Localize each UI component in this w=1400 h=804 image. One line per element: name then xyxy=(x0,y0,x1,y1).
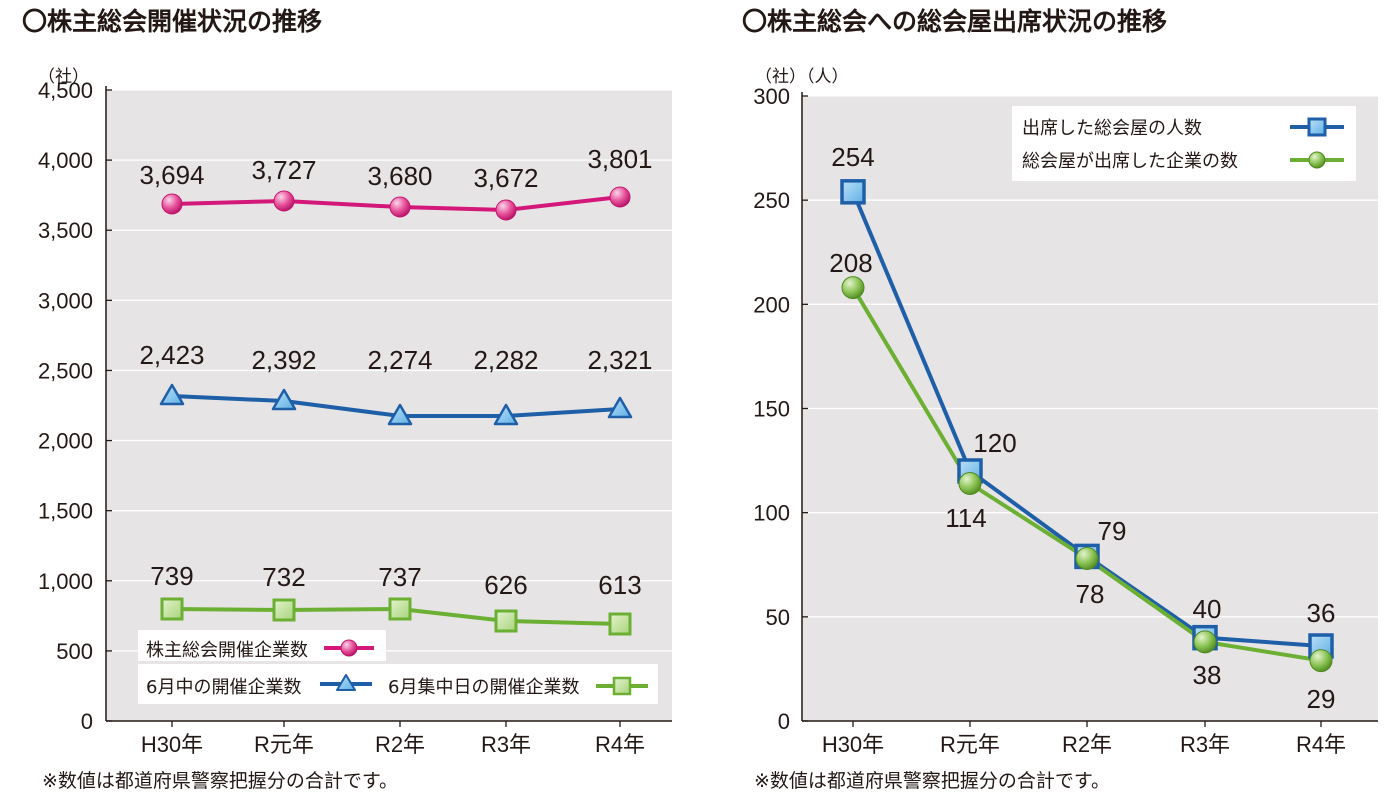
left-data-label: 613 xyxy=(598,570,641,600)
left-y-unit: （社） xyxy=(38,67,89,87)
left-y-tick-label: 4,500 xyxy=(38,78,93,103)
right-y-tick-label: 150 xyxy=(753,397,790,422)
left-x-tick-label: R3年 xyxy=(481,732,531,757)
right-x-tick-label: H30年 xyxy=(822,732,884,757)
right-y-tick-label: 300 xyxy=(753,84,790,109)
right-point-circle xyxy=(1193,630,1217,654)
left-data-label: 2,392 xyxy=(251,345,316,375)
right-y-unit: （社）（人） xyxy=(755,67,849,87)
left-point-circle xyxy=(389,196,411,218)
right-x-tick-label: R3年 xyxy=(1180,732,1230,757)
left-point-triangle xyxy=(159,383,185,406)
right-data-label: 79 xyxy=(1098,516,1127,546)
right-data-label: 36 xyxy=(1307,598,1336,628)
right-x-tick-label: R4年 xyxy=(1296,732,1346,757)
right-legend-label: 出席した総会屋の人数 xyxy=(1022,118,1202,139)
left-legend-box-2 xyxy=(138,664,658,704)
left-y-tick-label: 1,000 xyxy=(38,569,93,594)
right-data-label: 29 xyxy=(1307,684,1336,714)
left-point-square xyxy=(388,597,412,621)
right-data-label: 208 xyxy=(829,248,872,278)
left-y-tick-label: 500 xyxy=(56,639,93,664)
left-x-tick-label: R元年 xyxy=(254,732,314,757)
left-legend-label: 6月中の開催企業数 xyxy=(146,677,301,698)
left-data-label: 2,423 xyxy=(139,340,204,370)
left-data-label: 2,321 xyxy=(587,345,652,375)
left-point-circle xyxy=(273,190,295,212)
left-y-tick-label: 4,000 xyxy=(38,148,93,173)
left-legend-label: 株主総会開催企業数 xyxy=(146,640,308,661)
left-point-square xyxy=(608,612,632,636)
right-y-tick-label: 100 xyxy=(753,501,790,526)
left-x-tick-label: R2年 xyxy=(375,732,425,757)
left-point-circle xyxy=(495,199,517,221)
left-data-label: 3,680 xyxy=(367,161,432,191)
left-point-square xyxy=(494,609,518,633)
left-point-triangle xyxy=(387,403,413,426)
right-legend-label: 総会屋が出席した企業の数 xyxy=(1022,151,1238,172)
left-chart-title: 〇株主総会開催状況の推移 xyxy=(22,7,323,36)
left-data-label: 3,672 xyxy=(473,163,538,193)
right-chart-note: ※数値は都道府県警察把握分の合計です。 xyxy=(754,770,1111,792)
left-y-tick-label: 0 xyxy=(81,709,93,734)
right-data-label: 114 xyxy=(945,503,986,533)
left-x-tick-label: H30年 xyxy=(141,732,203,757)
right-data-label: 78 xyxy=(1076,579,1105,609)
left-chart-note: ※数値は都道府県警察把握分の合計です。 xyxy=(42,770,399,792)
left-legend-marker xyxy=(612,676,632,696)
right-legend-marker xyxy=(1307,117,1327,137)
right-y-tick-label: 200 xyxy=(753,292,790,317)
left-data-label: 3,801 xyxy=(587,144,652,174)
right-data-label: 40 xyxy=(1193,594,1222,624)
right-point-square xyxy=(840,179,866,205)
right-legend-marker xyxy=(1308,151,1326,169)
right-point-circle xyxy=(1075,547,1099,570)
right-y-tick-label: 50 xyxy=(766,605,790,630)
left-point-triangle xyxy=(607,396,633,419)
left-legend-marker xyxy=(336,674,356,691)
right-data-label: 254 xyxy=(831,142,874,172)
right-chart-title: 〇株主総会への総会屋出席状況の推移 xyxy=(742,7,1168,36)
left-data-label: 3,727 xyxy=(251,155,316,185)
left-y-tick-label: 3,000 xyxy=(38,288,93,313)
left-y-tick-label: 1,500 xyxy=(38,499,93,524)
left-legend-marker xyxy=(340,639,358,657)
left-data-label: 2,274 xyxy=(367,345,432,375)
right-data-label: 38 xyxy=(1193,660,1222,690)
left-y-tick-label: 2,000 xyxy=(38,429,93,454)
left-point-triangle xyxy=(271,388,297,411)
left-point-circle xyxy=(609,186,631,208)
left-point-square xyxy=(272,598,296,622)
left-data-label: 737 xyxy=(378,562,421,592)
left-point-circle xyxy=(161,193,183,215)
right-point-circle xyxy=(1309,649,1333,673)
right-point-circle xyxy=(958,472,982,495)
left-data-label: 2,282 xyxy=(473,345,538,375)
left-point-triangle xyxy=(493,403,519,426)
left-y-tick-label: 3,500 xyxy=(38,218,93,243)
right-y-tick-label: 0 xyxy=(778,709,790,734)
right-y-tick-label: 250 xyxy=(753,188,790,213)
left-data-label: 3,694 xyxy=(139,160,204,190)
right-point-circle xyxy=(841,276,865,300)
left-data-label: 739 xyxy=(150,561,193,591)
right-x-tick-label: R2年 xyxy=(1062,732,1112,757)
left-x-tick-label: R4年 xyxy=(595,732,645,757)
right-x-tick-label: R元年 xyxy=(940,732,1000,757)
right-data-label: 120 xyxy=(973,428,1016,458)
left-y-tick-label: 2,500 xyxy=(38,358,93,383)
right-legend-box xyxy=(1012,106,1356,181)
left-data-label: 732 xyxy=(262,562,305,592)
left-data-label: 626 xyxy=(484,570,527,600)
left-legend-label: 6月集中日の開催企業数 xyxy=(388,677,579,698)
left-point-square xyxy=(160,597,184,621)
